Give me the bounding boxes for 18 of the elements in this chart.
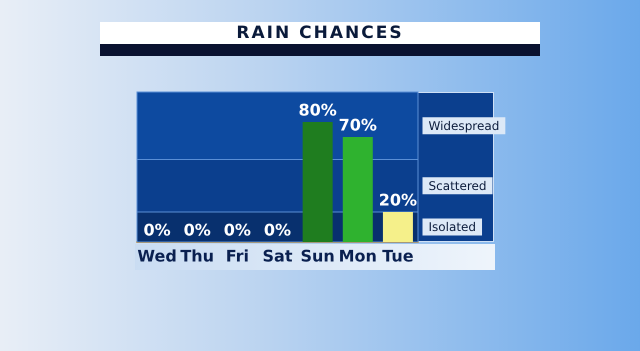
x-tick-label: Wed xyxy=(137,246,177,266)
x-tick-label: Fri xyxy=(226,246,249,266)
data-label: 80% xyxy=(298,100,337,120)
data-label: 0% xyxy=(143,220,171,240)
data-label: 20% xyxy=(378,190,418,210)
band-label: Scattered xyxy=(428,178,487,193)
x-tick-label: Thu xyxy=(180,246,214,266)
data-label: 0% xyxy=(184,220,211,240)
data-label: 0% xyxy=(264,220,292,240)
chart-title: RAIN CHANCES xyxy=(100,22,540,56)
band-label: Isolated xyxy=(428,220,476,234)
x-tick-label: Sun xyxy=(300,246,335,266)
x-tick-label: Sat xyxy=(262,246,293,266)
x-tick-label: Mon xyxy=(338,246,377,266)
data-label: 70% xyxy=(338,116,377,134)
data-label: 0% xyxy=(224,220,251,240)
x-tick-label: Tue xyxy=(382,246,414,266)
band-label: Widespread xyxy=(428,118,500,133)
